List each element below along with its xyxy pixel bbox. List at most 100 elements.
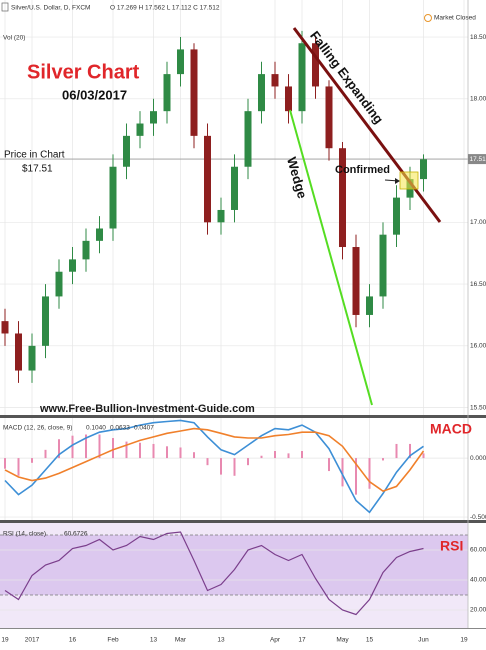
y-tick-label: 60.0000: [470, 547, 486, 554]
histogram-bar: [206, 458, 209, 466]
histogram-bar: [274, 451, 276, 459]
histogram-bar: [125, 441, 128, 459]
candle-body: [204, 135, 211, 223]
candle-body: [109, 166, 117, 229]
y-tick-label: -0.5000: [470, 514, 486, 521]
histogram-bar: [179, 447, 182, 459]
rsi-line: [4, 531, 424, 616]
histogram-bar: [341, 458, 344, 487]
histogram-bar: [395, 443, 398, 459]
current-price-box: [468, 154, 486, 165]
candle-body: [285, 86, 292, 112]
current-price-label: 17.512: [470, 156, 486, 163]
chart-date: 06/03/2017: [62, 87, 127, 102]
candle-body: [312, 43, 319, 87]
candle-body: [271, 74, 279, 87]
signal-legend-value: 0.0633: [110, 425, 130, 432]
y-tick-label: 18.500: [470, 34, 486, 41]
y-tick-label: 18.000: [470, 96, 486, 103]
histogram-bar: [85, 434, 87, 459]
rsi-title: RSI: [440, 538, 463, 554]
candle-body: [177, 49, 184, 75]
symbol: Silver/U.S. Dollar, D, FXCM: [11, 5, 90, 12]
candle-body: [298, 43, 306, 112]
price-label: Price in Chart: [4, 150, 65, 161]
candle-body: [190, 49, 198, 136]
candle-body: [244, 111, 252, 167]
x-tick-label: May: [336, 637, 349, 644]
rsi-band: [0, 535, 468, 595]
y-tick-label: 16.000: [470, 343, 486, 350]
confirmed-label: Confirmed: [335, 164, 390, 176]
x-tick-label: 16: [69, 637, 77, 644]
histogram-bar: [287, 453, 290, 459]
histogram-bar: [233, 458, 236, 476]
histogram-bar: [71, 435, 74, 459]
ohlc: O 17.269 H 17.562 L 17.112 C 17.512: [110, 5, 220, 12]
candle-body: [163, 74, 171, 112]
histogram-bar: [220, 458, 222, 475]
histogram-bar: [44, 449, 47, 459]
x-tick-label: Feb: [107, 637, 119, 644]
candle-body: [28, 345, 36, 371]
histogram-bar: [31, 458, 33, 463]
panel-separator: [0, 415, 486, 418]
histogram-bar: [355, 458, 357, 495]
histogram-bar: [247, 458, 249, 466]
x-tick-label: 19: [460, 637, 468, 644]
histogram-legend-value: 0.0407: [134, 425, 154, 432]
x-tick-label: Apr: [270, 637, 281, 644]
data-layer: [1, 30, 427, 616]
candle-body: [366, 296, 373, 315]
histogram-bar: [193, 452, 195, 459]
candle-body: [393, 197, 400, 235]
rsi-legend: RSI (14, close): [3, 531, 46, 538]
wedge-trendline: [289, 109, 373, 406]
candle-body: [150, 111, 157, 124]
candle-body: [136, 123, 144, 136]
candle-body: [325, 86, 333, 149]
histogram-bar: [422, 453, 425, 459]
histogram-bar: [17, 458, 20, 476]
macd-legend-value: 0.1040: [86, 425, 106, 432]
candle-body: [217, 209, 225, 223]
candle-body: [231, 166, 238, 210]
website: www.Free-Bullion-Investment-Guide.com: [39, 403, 255, 415]
volume-legend: Vol (20): [3, 35, 25, 42]
candle-body: [82, 240, 90, 260]
x-tick-label: Mar: [175, 637, 187, 644]
x-tick-label: 13: [217, 637, 225, 644]
histogram-bar: [382, 458, 384, 461]
histogram-bar: [139, 442, 141, 459]
x-tick-label: 15: [366, 637, 374, 644]
y-tick-label: 0.0000: [470, 455, 486, 462]
panel-separator: [0, 520, 486, 523]
confirmation-box: [399, 171, 419, 190]
rsi-legend-value: 60.6726: [64, 531, 88, 538]
x-tick-label: 13: [150, 637, 158, 644]
symbol-icon: [1, 2, 9, 12]
histogram-bar: [4, 458, 6, 469]
x-tick-label: Jun: [418, 637, 429, 644]
x-tick-label: 2017: [25, 637, 40, 644]
chart-title: Silver Chart: [27, 61, 140, 83]
y-tick-label: 16.500: [470, 281, 486, 288]
y-tick-label: 17.000: [470, 219, 486, 226]
candle-body: [258, 74, 265, 112]
macd-title: MACD: [430, 421, 472, 437]
candle-body: [69, 259, 76, 272]
candle-body: [15, 333, 22, 371]
histogram-bar: [112, 438, 114, 459]
arrow-head: [395, 178, 400, 184]
histogram-bar: [98, 434, 101, 459]
market-status: Market Closed: [434, 15, 476, 22]
price-value: $17.51: [22, 164, 53, 175]
histogram-bar: [368, 458, 371, 489]
candle-body: [96, 228, 103, 241]
histogram-bar: [409, 443, 411, 459]
candle-body: [379, 234, 387, 297]
histogram-bar: [301, 451, 303, 459]
candle-body: [42, 296, 49, 346]
x-tick-label: 19: [1, 637, 9, 644]
